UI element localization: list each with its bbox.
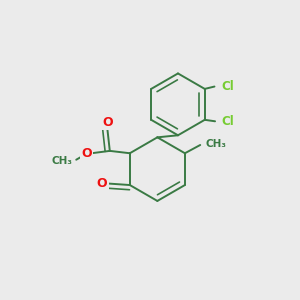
Text: CH₃: CH₃ xyxy=(52,157,73,166)
Text: Cl: Cl xyxy=(222,115,235,128)
Text: CH₃: CH₃ xyxy=(206,139,226,149)
Text: O: O xyxy=(97,177,107,190)
Text: O: O xyxy=(102,116,113,129)
Text: O: O xyxy=(81,147,92,160)
Text: Cl: Cl xyxy=(221,80,234,93)
